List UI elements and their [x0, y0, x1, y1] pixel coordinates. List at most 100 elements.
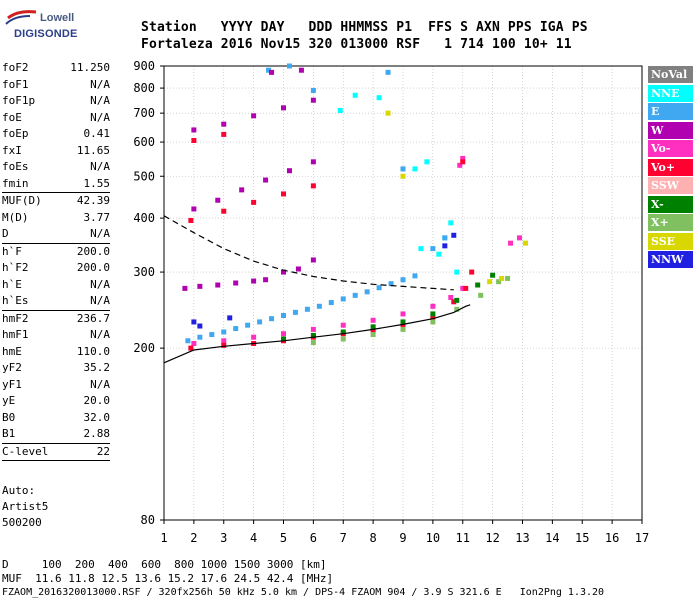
data-point-w [310, 257, 316, 263]
data-point-nne [424, 159, 430, 165]
data-point-vo- [281, 191, 286, 197]
y-tick-label: 80 [141, 513, 155, 527]
param-row: foF1p N/A [2, 93, 110, 110]
param-value: 3.77 [83, 210, 111, 224]
param-value: N/A [90, 110, 110, 124]
param-row: yF2 35.2 [2, 360, 110, 377]
legend-item-nnw: NNW [648, 251, 693, 268]
param-value: N/A [90, 227, 110, 240]
param-name: foF2 [2, 61, 29, 74]
param-name: h`E [2, 277, 22, 291]
y-tick-label: 400 [133, 211, 155, 225]
data-point-vo- [221, 208, 227, 214]
data-point-x- [505, 275, 511, 281]
data-point-nne [454, 269, 460, 275]
data-point-e [233, 326, 239, 332]
data-point-x- [454, 297, 460, 303]
data-point-w [263, 277, 269, 283]
param-name: M(D) [2, 210, 29, 224]
data-point-vo- [460, 159, 466, 165]
data-point-vo- [191, 137, 197, 143]
param-value: N/A [90, 160, 110, 173]
x-tick-label: 13 [515, 531, 529, 545]
data-point-nnw [451, 232, 457, 238]
x-tick-label: 6 [310, 531, 317, 545]
param-name: yF1 [2, 377, 22, 391]
data-point-vo- [310, 326, 316, 332]
data-point-vo- [340, 322, 346, 328]
data-point-x- [475, 282, 481, 288]
param-row: h`F2 200.0 [2, 260, 110, 277]
param-divider [2, 460, 110, 461]
param-name: yE [2, 394, 16, 407]
param-value: N/A [90, 377, 110, 391]
data-point-sse [522, 240, 528, 246]
data-point-w [281, 105, 286, 111]
param-value: 236.7 [76, 311, 110, 325]
param-name: foF1p [2, 94, 36, 107]
x-tick-label: 4 [250, 531, 257, 545]
data-point-nnw [191, 319, 197, 325]
param-name: yF2 [2, 361, 22, 374]
x-tick-label: 10 [426, 531, 440, 545]
param-value: 200.0 [76, 261, 110, 274]
data-point-nne [376, 95, 382, 101]
data-point-nnw [197, 323, 203, 329]
data-point-sse [487, 279, 493, 285]
param-row: B1 2.88 [2, 426, 110, 443]
legend-item-vo-: Vo+ [648, 158, 693, 176]
param-row: D N/A [2, 226, 110, 243]
param-value: 2.88 [83, 427, 111, 440]
param-row: fxI 11.65 [2, 143, 110, 160]
y-tick-label: 200 [133, 341, 155, 355]
data-point-x- [370, 324, 376, 330]
y-tick-label: 800 [133, 81, 155, 95]
data-point-vo- [430, 303, 436, 309]
data-point-w [263, 177, 269, 183]
param-row: M(D) 3.77 [2, 210, 110, 227]
data-point-vo- [463, 285, 469, 291]
legend-item-e: E [648, 103, 693, 120]
param-value: 42.39 [76, 194, 110, 207]
param-row: B0 32.0 [2, 410, 110, 427]
param-value: 110.0 [76, 344, 110, 358]
data-point-x- [370, 332, 376, 338]
data-point-vo- [460, 285, 466, 291]
param-name: h`Es [2, 294, 29, 307]
param-row: hmF2 236.7 [2, 311, 110, 328]
x-tick-label: 7 [340, 531, 347, 545]
param-value: 20.0 [83, 394, 111, 407]
data-point-w [251, 278, 257, 284]
data-point-x- [310, 332, 316, 338]
param-row: foE N/A [2, 110, 110, 127]
param-row: yF1 N/A [2, 377, 110, 394]
param-value: 35.2 [83, 361, 111, 374]
data-point-vo- [188, 345, 194, 351]
data-point-vo- [281, 331, 286, 337]
param-row: foEs N/A [2, 159, 110, 176]
param-name: foF1 [2, 77, 29, 91]
legend-item-vo-: Vo- [648, 140, 693, 157]
data-point-e [221, 329, 227, 335]
data-point-nne [412, 166, 418, 172]
data-point-e [266, 67, 272, 73]
data-point-w [281, 269, 286, 275]
data-point-vo- [460, 155, 466, 161]
param-value: N/A [90, 277, 110, 291]
data-point-e [328, 300, 334, 306]
data-point-vo- [221, 131, 227, 137]
data-point-e [209, 332, 215, 338]
legend-item-x-: X- [648, 195, 693, 213]
param-row: h`F 200.0 [2, 244, 110, 261]
code-label: 500200 [2, 516, 42, 529]
param-name: foE [2, 110, 22, 124]
data-point-e [388, 281, 394, 287]
logo-swoosh-icon [5, 10, 37, 25]
data-point-e [340, 296, 346, 302]
param-name: h`F2 [2, 261, 29, 274]
data-point-vo- [251, 199, 257, 205]
param-name: foEs [2, 160, 29, 173]
data-point-x- [454, 306, 460, 312]
data-point-w [197, 283, 203, 289]
